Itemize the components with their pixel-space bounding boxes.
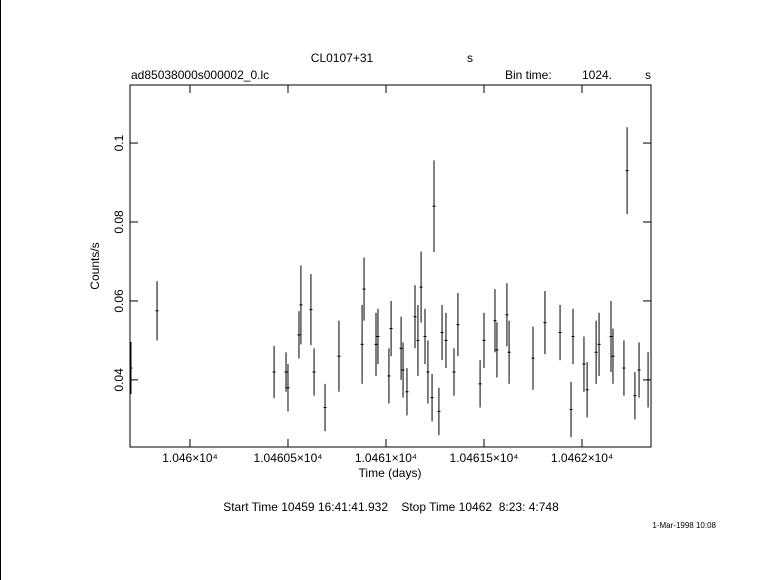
plot-frame	[129, 84, 652, 448]
y-tick-label: 0.08	[112, 210, 126, 234]
start-stop-time: Start Time 10459 16:41:41.932 Stop Time …	[223, 500, 559, 514]
x-axis-label: Time (days)	[359, 466, 422, 480]
bin-time-unit: s	[645, 68, 651, 82]
x-tick-label: 1.0462×10⁴	[551, 451, 613, 465]
bin-time: 1024.	[582, 68, 612, 82]
x-tick-label: 1.046×10⁴	[162, 451, 218, 465]
file-name: ad85038000s000002_0.lc	[131, 68, 269, 82]
title-unit: s	[467, 51, 473, 65]
timestamp: 1-Mar-1998 10:08	[652, 521, 716, 530]
x-tick-label: 1.04615×10⁴	[450, 451, 519, 465]
bin-time-label: Bin time:	[505, 68, 552, 82]
x-tick-label: 1.0461×10⁴	[355, 451, 417, 465]
chart-title: CL0107+31	[311, 51, 374, 65]
y-tick-label: 0.06	[112, 289, 126, 313]
y-axis-label: Counts/s	[88, 242, 102, 289]
x-tick-label: 1.04605×10⁴	[254, 451, 323, 465]
y-tick-label: 0.04	[112, 368, 126, 392]
y-tick-label: 0.1	[112, 134, 126, 151]
